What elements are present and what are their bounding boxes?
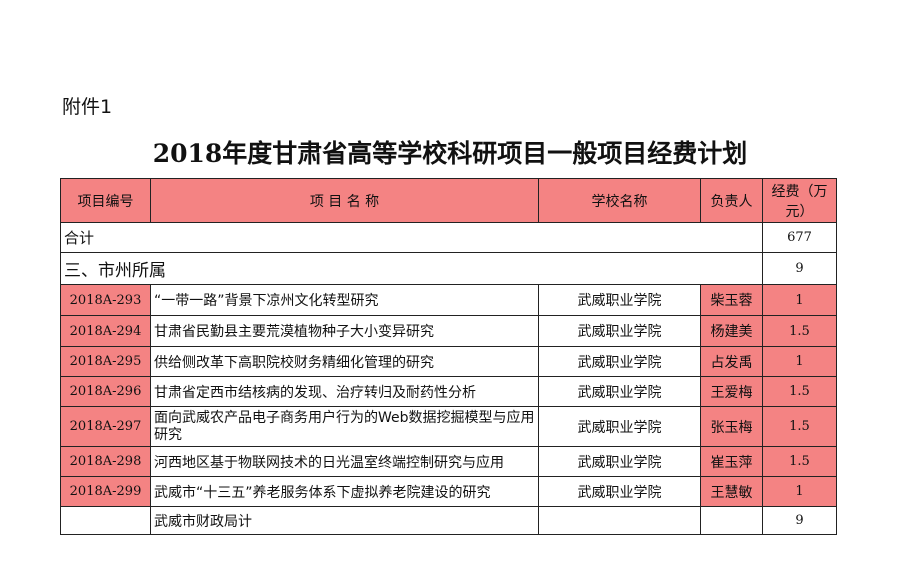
project-id: 2018A-299 xyxy=(60,476,151,507)
funds-value: 1 xyxy=(762,284,837,316)
person-in-charge: 王慧敏 xyxy=(700,476,763,507)
school-name: 武威职业学院 xyxy=(538,315,701,347)
header-funds: 经费（万元） xyxy=(762,178,837,223)
school-name: 武威职业学院 xyxy=(538,376,701,407)
table-row: 2018A-298 河西地区基于物联网技术的日光温室终端控制研究与应用 武威职业学院… xyxy=(60,446,837,477)
subtotal-empty xyxy=(700,506,763,535)
school-name: 武威职业学院 xyxy=(538,446,701,477)
funding-table: 项目编号 项 目 名 称 学校名称 负责人 经费（万元） 合计 677 三、市州… xyxy=(60,178,837,535)
document-title: 2018年度甘肃省高等学校科研项目一般项目经费计划 xyxy=(152,139,748,168)
header-row: 项目编号 项 目 名 称 学校名称 负责人 经费（万元） xyxy=(60,178,837,223)
header-school: 学校名称 xyxy=(538,178,701,223)
project-name: 武威市“十三五”养老服务体系下虚拟养老院建设的研究 xyxy=(150,476,539,507)
table-row: 2018A-299 武威市“十三五”养老服务体系下虚拟养老院建设的研究 武威职业学院… xyxy=(60,476,837,507)
school-name: 武威职业学院 xyxy=(538,284,701,316)
funds-value: 1.5 xyxy=(762,406,837,447)
table-row: 2018A-297 面向武威农产品电子商务用户行为的Web数据挖掘模型与应用研究武… xyxy=(60,406,837,447)
project-name: 面向武威农产品电子商务用户行为的Web数据挖掘模型与应用研究 xyxy=(150,406,539,447)
header-person: 负责人 xyxy=(700,178,763,223)
attachment-label: 附件1 xyxy=(62,96,113,118)
section-label: 三、市州所属 xyxy=(60,252,763,285)
subtotal-row: 武威市财政局计 9 xyxy=(60,506,837,535)
table-row: 2018A-293 “一带一路”背景下凉州文化转型研究 武威职业学院 柴玉蓉 1 xyxy=(60,284,837,316)
project-name: 甘肃省民勤县主要荒漠植物种子大小变异研究 xyxy=(150,315,539,347)
funds-value: 1.5 xyxy=(762,315,837,347)
header-id: 项目编号 xyxy=(60,178,151,223)
subtotal-empty xyxy=(538,506,701,535)
school-name: 武威职业学院 xyxy=(538,346,701,377)
total-label: 合计 xyxy=(60,222,763,253)
table-row: 2018A-295 供给侧改革下高职院校财务精细化管理的研究 武威职业学院 占发禹 1 xyxy=(60,346,837,377)
person-in-charge: 柴玉蓉 xyxy=(700,284,763,316)
header-name: 项 目 名 称 xyxy=(150,178,539,223)
project-id: 2018A-293 xyxy=(60,284,151,316)
table-row: 2018A-296 甘肃省定西市结核病的发现、治疗转归及耐药性分析 武威职业学院 王爱… xyxy=(60,376,837,407)
school-name: 武威职业学院 xyxy=(538,406,701,447)
total-row: 合计 677 xyxy=(60,222,837,253)
project-name: 供给侧改革下高职院校财务精细化管理的研究 xyxy=(150,346,539,377)
table-row: 2018A-294 甘肃省民勤县主要荒漠植物种子大小变异研究 武威职业学院 杨建美 1.… xyxy=(60,315,837,347)
funds-value: 1 xyxy=(762,476,837,507)
school-name: 武威职业学院 xyxy=(538,476,701,507)
subtotal-value: 9 xyxy=(762,506,837,535)
person-in-charge: 王爱梅 xyxy=(700,376,763,407)
subtotal-label: 武威市财政局计 xyxy=(150,506,539,535)
funds-value: 1 xyxy=(762,346,837,377)
project-id: 2018A-297 xyxy=(60,406,151,447)
total-value: 677 xyxy=(762,222,837,253)
person-in-charge: 占发禹 xyxy=(700,346,763,377)
section-row: 三、市州所属 9 xyxy=(60,252,837,285)
subtotal-empty xyxy=(60,506,151,535)
funds-value: 1.5 xyxy=(762,446,837,477)
project-name: 甘肃省定西市结核病的发现、治疗转归及耐药性分析 xyxy=(150,376,539,407)
section-value: 9 xyxy=(762,252,837,285)
project-id: 2018A-295 xyxy=(60,346,151,377)
project-name: 河西地区基于物联网技术的日光温室终端控制研究与应用 xyxy=(150,446,539,477)
funds-value: 1.5 xyxy=(762,376,837,407)
project-name: “一带一路”背景下凉州文化转型研究 xyxy=(150,284,539,316)
project-id: 2018A-298 xyxy=(60,446,151,477)
project-id: 2018A-296 xyxy=(60,376,151,407)
person-in-charge: 杨建美 xyxy=(700,315,763,347)
person-in-charge: 张玉梅 xyxy=(700,406,763,447)
person-in-charge: 崔玉萍 xyxy=(700,446,763,477)
project-id: 2018A-294 xyxy=(60,315,151,347)
